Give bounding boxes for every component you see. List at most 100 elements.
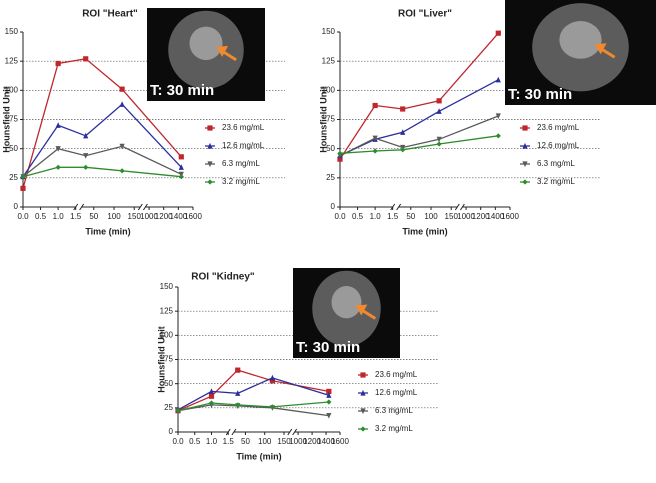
- point: [20, 185, 26, 191]
- point: [235, 390, 241, 396]
- x-tick-label: 1600: [331, 437, 349, 446]
- point: [83, 56, 89, 62]
- inset-arrow-head: [594, 43, 607, 55]
- point: [372, 102, 378, 109]
- legend-label: 12.6 mg/mL: [222, 141, 265, 150]
- y-tick-label: 25: [9, 173, 18, 182]
- point: [495, 30, 501, 36]
- x-tick-label: 1000: [457, 212, 475, 221]
- axis-break: [459, 203, 465, 211]
- x-tick-label: 0.5: [35, 212, 47, 221]
- inset-label: T: 30 min: [150, 82, 214, 99]
- x-tick-label: 1000: [140, 212, 158, 221]
- point: [337, 156, 343, 162]
- point: [372, 135, 378, 142]
- y-tick-label: 50: [164, 379, 173, 388]
- point: [436, 108, 442, 114]
- y-tick-label: 75: [9, 115, 18, 124]
- y-tick-label: 100: [322, 85, 336, 94]
- axis-break: [231, 428, 237, 436]
- x-axis-label: Time (min): [85, 226, 130, 236]
- point: [55, 164, 61, 170]
- x-tick-label: 1.0: [53, 212, 65, 221]
- point: [55, 122, 61, 128]
- y-axis-label: Hounsfield Unit: [156, 326, 166, 393]
- y-tick-label: 125: [5, 56, 19, 65]
- chart-title: ROI "Kidney": [191, 272, 255, 283]
- y-tick-label: 50: [326, 144, 335, 153]
- y-tick-label: 0: [169, 427, 174, 436]
- x-tick-label: 1.5: [387, 212, 399, 221]
- inset-label: T: 30 min: [296, 339, 360, 356]
- point: [55, 146, 61, 152]
- legend-label: 6.3 mg/mL: [375, 406, 413, 415]
- x-tick-label: 1.5: [70, 212, 82, 221]
- axis-break: [454, 203, 460, 211]
- inset-arrow-head: [355, 304, 368, 316]
- point: [269, 404, 276, 410]
- point: [55, 60, 61, 67]
- axis-break: [396, 203, 402, 211]
- chart-title: ROI "Heart": [82, 9, 138, 20]
- x-tick-label: 0.5: [189, 437, 201, 446]
- point: [269, 374, 276, 381]
- series-line: [22, 103, 182, 178]
- x-tick-label: 0.0: [334, 212, 346, 221]
- legend-label: 12.6 mg/mL: [375, 388, 418, 397]
- axis-break: [292, 428, 298, 436]
- x-tick-label: 1400: [169, 212, 187, 221]
- point: [436, 141, 442, 147]
- point: [326, 392, 332, 398]
- x-tick-label: 100: [424, 212, 438, 221]
- x-tick-label: 1.5: [223, 437, 235, 446]
- legend-label: 3.2 mg/mL: [222, 177, 260, 186]
- point: [400, 106, 406, 112]
- point: [326, 388, 332, 394]
- y-tick-label: 150: [160, 282, 174, 291]
- legend-label: 6.3 mg/mL: [537, 159, 575, 168]
- x-tick-label: 1000: [289, 437, 307, 446]
- point: [436, 98, 442, 104]
- y-tick-label: 0: [14, 202, 19, 211]
- point: [83, 164, 89, 170]
- x-axis-label: Time (min): [236, 451, 281, 461]
- x-tick-label: 1200: [155, 212, 173, 221]
- x-axis-label: Time (min): [402, 226, 447, 236]
- y-tick-label: 25: [164, 403, 173, 412]
- point: [208, 388, 215, 394]
- legend-label: 23.6 mg/mL: [375, 370, 418, 379]
- x-tick-label: 0.0: [17, 212, 29, 221]
- x-tick-label: 50: [89, 212, 98, 221]
- y-tick-label: 75: [326, 115, 335, 124]
- x-tick-label: 1.0: [370, 212, 382, 221]
- point: [175, 408, 181, 414]
- inset-organ: [189, 26, 223, 61]
- point: [235, 402, 241, 408]
- point: [400, 129, 406, 135]
- point: [208, 400, 215, 406]
- point: [372, 148, 378, 154]
- y-tick-label: 100: [5, 85, 19, 94]
- point: [119, 86, 125, 92]
- x-tick-label: 50: [241, 437, 250, 446]
- point: [495, 76, 501, 83]
- x-tick-label: 1400: [486, 212, 504, 221]
- point: [326, 412, 332, 419]
- x-tick-label: 1.0: [206, 437, 218, 446]
- point: [495, 113, 501, 120]
- x-tick-label: 100: [258, 437, 272, 446]
- legend-label: 3.2 mg/mL: [375, 424, 413, 433]
- chart-title: ROI "Liver": [398, 9, 452, 20]
- x-tick-label: 1600: [501, 212, 519, 221]
- x-tick-label: 0.5: [352, 212, 364, 221]
- point: [436, 136, 442, 143]
- y-tick-label: 75: [164, 355, 173, 364]
- x-tick-label: 150: [445, 212, 459, 221]
- point: [119, 168, 125, 174]
- inset-organ: [331, 286, 362, 319]
- inset-label: T: 30 min: [508, 86, 572, 103]
- axis-break: [137, 203, 143, 211]
- point: [208, 393, 215, 399]
- legend-label: 3.2 mg/mL: [537, 177, 575, 186]
